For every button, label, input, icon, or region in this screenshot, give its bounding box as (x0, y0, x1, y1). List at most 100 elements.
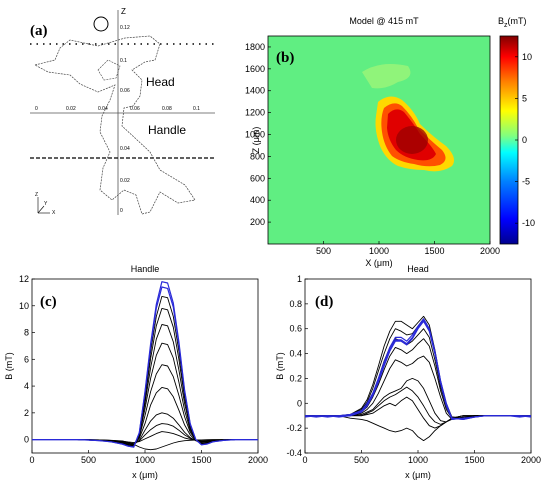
chart-c-ytick-label: 6 (24, 354, 29, 364)
chart-d-ytick-label: 0.8 (289, 299, 302, 309)
heatmap-blob-core (396, 126, 428, 154)
chart-d-series (304, 315, 532, 442)
sketch-x-tick: 0.02 (66, 106, 76, 112)
colorbar-label-main: B (498, 16, 504, 26)
panel-b-heatmap: Model @ 415 mT (245, 16, 535, 268)
chart-b-ytick-label: 1200 (245, 108, 265, 118)
sketch-z-tick: 0.12 (120, 25, 130, 31)
colorbar-tick-label: 5 (522, 93, 527, 103)
sketch-z-ticks: 0.12 0.1 0.06 0.04 0.02 0 (120, 25, 130, 214)
chart-b-xlabel: X (μm) (365, 258, 392, 268)
chart-d-series-line-12 (304, 319, 532, 420)
heatmap-features (362, 64, 454, 172)
chart-d-title: Head (407, 264, 429, 274)
chart-c-xtick-label: 500 (81, 455, 96, 465)
triad-z-label: Z (35, 192, 38, 198)
chart-c-ylabel: B (mT) (4, 352, 14, 380)
chart-b-xtick-label: 500 (316, 246, 331, 256)
chart-b-ytick-label: 1400 (245, 86, 265, 96)
sketch-axes-triad: Z X Y (35, 192, 56, 216)
sketch-x-tick: 0.04 (98, 106, 108, 112)
panel-d-line-chart: Head 0 500 1000 1500 2000-0.4-0.200.20.40.60… (275, 264, 541, 480)
chart-d-xtick-label: 1500 (464, 455, 484, 465)
sketch-x-ticks: 0 0.02 0.04 0.06 0.08 0.1 (35, 106, 200, 112)
colorbar-tick-label: -5 (522, 177, 530, 187)
chart-c-xtick-label: 2000 (248, 455, 268, 465)
heatmap-faint-head (362, 64, 411, 89)
sketch-z-tick: 0.06 (120, 88, 130, 94)
chart-d-ylabel: B (mT) (275, 352, 285, 380)
chart-c-series-line-12 (32, 281, 258, 448)
chart-d-xtick-label: 0 (302, 455, 307, 465)
colorbar-label: Bz(mT) (498, 16, 527, 29)
sketch-sample-outline (34, 35, 196, 215)
chart-d-xtick-label: 1000 (408, 455, 428, 465)
sketch-z-tick: 0.04 (120, 146, 130, 152)
chart-d-frame (304, 278, 532, 454)
sketch-sample-inner (97, 59, 121, 81)
heatmap-axes: 500 1000 1500 2000 200 400 600 800 1000 1200 1400 1… (245, 42, 500, 256)
chart-c-axes: 0 500 1000 1500 2000 0 2 4 6 8 10 12 (19, 274, 268, 465)
sketch-handle-label: Handle (148, 123, 186, 137)
sketch-z-tick: 0 (120, 208, 123, 214)
chart-d-ytick-label: -0.2 (286, 423, 302, 433)
chart-b-ytick-label: 600 (250, 173, 265, 183)
chart-d-ytick-label: 0.6 (289, 324, 302, 334)
chart-d-series-line-9 (305, 315, 531, 419)
chart-d-axes: 0 500 1000 1500 2000 -0.4 -0.2 0 0.2 0.4 0.6 0.8 1 (286, 274, 541, 465)
sketch-x-tick: 0.1 (193, 106, 200, 112)
colorbar-tick-label: 10 (522, 52, 532, 62)
sketch-x-tick: 0 (35, 106, 38, 112)
chart-c-xtick-label: 1000 (135, 455, 155, 465)
colorbar-ticks: 10 5 0 -5 -10 (515, 52, 535, 228)
sketch-z-label: Z (121, 7, 126, 16)
chart-b-ytick-label: 1000 (245, 130, 265, 140)
chart-c-series (32, 281, 258, 451)
chart-d-ytick-label: 0.4 (289, 349, 302, 359)
chart-b-title: Model @ 415 mT (349, 16, 419, 26)
triad-y-label: Y (44, 201, 48, 207)
chart-d-xtick-label: 500 (354, 455, 369, 465)
panel-c-letter: (c) (40, 294, 57, 310)
panel-d-letter: (d) (315, 294, 333, 310)
chart-b-xtick-label: 1000 (369, 246, 389, 256)
sketch-x-tick: 0.06 (130, 106, 140, 112)
chart-d-ytick-label: -0.4 (286, 448, 302, 458)
chart-c-ytick-label: 0 (24, 435, 29, 445)
chart-b-ytick-label: 400 (250, 195, 265, 205)
chart-b-ytick-label: 1600 (245, 64, 265, 74)
panel-a-sketch: (a) Z 0.12 0.1 0.06 0.04 0.02 0 0 0.02 0… (30, 7, 215, 216)
chart-c-xtick-label: 0 (29, 455, 34, 465)
chart-d-ytick-label: 1 (297, 274, 302, 284)
sketch-head-label: Head (146, 75, 175, 89)
chart-d-xlabel: x (μm) (405, 470, 431, 480)
chart-c-ytick-label: 12 (19, 274, 29, 284)
chart-c-ytick-label: 2 (24, 408, 29, 418)
chart-c-ytick-label: 10 (19, 301, 29, 311)
chart-b-ytick-label: 200 (250, 217, 265, 227)
chart-c-ytick-label: 8 (24, 328, 29, 338)
sketch-circle (93, 16, 109, 32)
chart-c-xlabel: x (μm) (132, 470, 158, 480)
colorbar-tick-label: -10 (522, 218, 535, 228)
chart-b-ytick-label: 1800 (245, 42, 265, 52)
chart-d-ytick-label: 0.2 (289, 373, 302, 383)
chart-c-title: Handle (131, 264, 160, 274)
panel-a-letter: (a) (30, 23, 48, 39)
chart-b-ytick-label: 800 (250, 151, 265, 161)
chart-c-frame (31, 278, 259, 454)
colorbar-label-unit: (mT) (508, 16, 527, 26)
panel-b-letter: (b) (276, 50, 294, 66)
sketch-x-tick: 0.08 (162, 106, 172, 112)
colorbar-tick-label: 0 (522, 135, 527, 145)
chart-b-xtick-label: 2000 (480, 246, 500, 256)
sketch-z-tick: 0.02 (120, 178, 130, 184)
triad-x-label: X (52, 210, 56, 216)
chart-c-xtick-label: 1500 (191, 455, 211, 465)
chart-b-xtick-label: 1500 (424, 246, 444, 256)
chart-c-ytick-label: 4 (24, 381, 29, 391)
chart-b-ylabel: Z (μm) (251, 127, 261, 154)
chart-d-xtick-label: 2000 (521, 455, 541, 465)
